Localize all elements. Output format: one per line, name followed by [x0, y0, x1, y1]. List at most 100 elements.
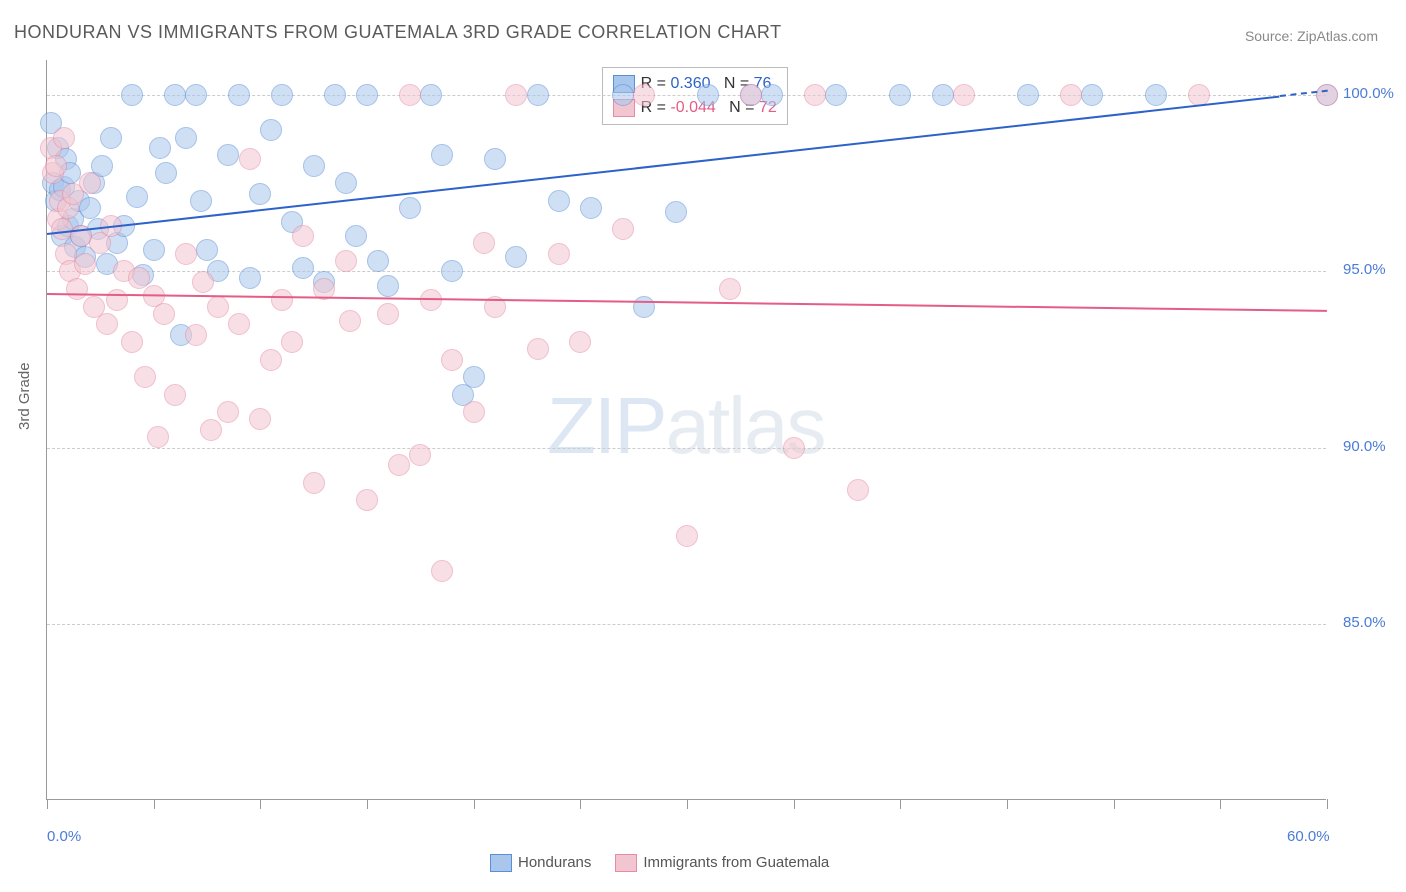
scatter-point [217, 401, 239, 423]
scatter-point [612, 84, 634, 106]
scatter-point [441, 349, 463, 371]
scatter-point [367, 250, 389, 272]
scatter-point [505, 84, 527, 106]
scatter-point [356, 489, 378, 511]
y-tick-label: 85.0% [1343, 614, 1386, 631]
scatter-point [548, 190, 570, 212]
scatter-point [431, 560, 453, 582]
y-axis-label: 3rd Grade [16, 362, 33, 430]
regression-line [47, 293, 1327, 312]
y-tick-label: 90.0% [1343, 438, 1386, 455]
scatter-point [676, 525, 698, 547]
scatter-point [249, 183, 271, 205]
scatter-point [164, 84, 186, 106]
scatter-point [409, 444, 431, 466]
scatter-point [356, 84, 378, 106]
scatter-point [473, 232, 495, 254]
scatter-point [260, 119, 282, 141]
scatter-point [239, 267, 261, 289]
scatter-point [633, 84, 655, 106]
scatter-point [527, 84, 549, 106]
scatter-point [1316, 84, 1338, 106]
scatter-point [79, 197, 101, 219]
scatter-point [505, 246, 527, 268]
legend-item: Hondurans [490, 854, 591, 872]
scatter-point [143, 239, 165, 261]
scatter-point [1081, 84, 1103, 106]
x-tick [1114, 799, 1115, 809]
x-tick [367, 799, 368, 809]
scatter-point [665, 201, 687, 223]
scatter-point [260, 349, 282, 371]
scatter-point [1060, 84, 1082, 106]
scatter-point [339, 310, 361, 332]
gridline [47, 448, 1326, 449]
scatter-point [207, 296, 229, 318]
x-tick [1327, 799, 1328, 809]
scatter-point [548, 243, 570, 265]
x-tick [474, 799, 475, 809]
scatter-point [185, 324, 207, 346]
x-tick [900, 799, 901, 809]
scatter-point [121, 331, 143, 353]
scatter-point [292, 257, 314, 279]
scatter-point [377, 275, 399, 297]
scatter-point [441, 260, 463, 282]
scatter-point [303, 472, 325, 494]
legend-item: Immigrants from Guatemala [615, 854, 829, 872]
scatter-point [149, 137, 171, 159]
scatter-point [228, 313, 250, 335]
x-tick [580, 799, 581, 809]
x-tick [794, 799, 795, 809]
scatter-point [53, 127, 75, 149]
scatter-point [281, 331, 303, 353]
scatter-point [134, 366, 156, 388]
chart-title: HONDURAN VS IMMIGRANTS FROM GUATEMALA 3R… [14, 22, 782, 43]
scatter-point [164, 384, 186, 406]
scatter-point [271, 84, 293, 106]
scatter-point [463, 366, 485, 388]
scatter-point [79, 172, 101, 194]
scatter-point [66, 278, 88, 300]
scatter-point [292, 225, 314, 247]
scatter-point [1017, 84, 1039, 106]
scatter-point [612, 218, 634, 240]
scatter-point [420, 84, 442, 106]
scatter-point [196, 239, 218, 261]
y-tick-label: 100.0% [1343, 85, 1394, 102]
plot-area: ZIPatlas R = 0.360 N = 76R = -0.044 N = … [46, 60, 1326, 800]
x-tick [1007, 799, 1008, 809]
scatter-point [96, 313, 118, 335]
scatter-point [953, 84, 975, 106]
scatter-point [740, 84, 762, 106]
watermark: ZIPatlas [547, 380, 824, 472]
scatter-point [697, 84, 719, 106]
x-tick [154, 799, 155, 809]
scatter-point [217, 144, 239, 166]
scatter-point [239, 148, 261, 170]
scatter-point [192, 271, 214, 293]
scatter-point [377, 303, 399, 325]
scatter-point [463, 401, 485, 423]
scatter-point [100, 127, 122, 149]
scatter-point [335, 172, 357, 194]
scatter-point [121, 84, 143, 106]
scatter-point [155, 162, 177, 184]
scatter-point [889, 84, 911, 106]
scatter-point [200, 419, 222, 441]
gridline [47, 271, 1326, 272]
scatter-point [1145, 84, 1167, 106]
scatter-point [580, 197, 602, 219]
scatter-point [484, 148, 506, 170]
scatter-point [761, 84, 783, 106]
scatter-point [804, 84, 826, 106]
scatter-point [303, 155, 325, 177]
series-legend: Hondurans Immigrants from Guatemala [490, 854, 829, 872]
scatter-point [153, 303, 175, 325]
scatter-point [388, 454, 410, 476]
scatter-point [399, 197, 421, 219]
scatter-point [190, 190, 212, 212]
scatter-point [345, 225, 367, 247]
scatter-point [431, 144, 453, 166]
scatter-point [399, 84, 421, 106]
